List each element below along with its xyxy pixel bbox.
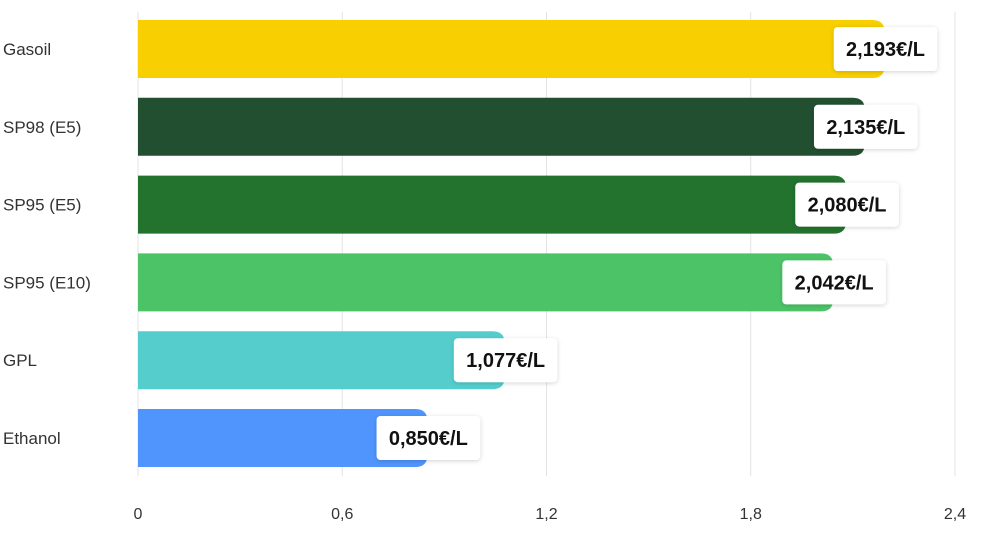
- value-label-box: [453, 338, 558, 383]
- value-label: 1,077€/L: [453, 338, 558, 383]
- value-label-text: 1,077€/L: [466, 350, 545, 372]
- bar: [138, 409, 428, 467]
- value-label-box: [833, 27, 938, 71]
- value-label: 2,042€/L: [782, 260, 886, 305]
- value-label-box: [795, 182, 899, 227]
- category-axis: Gasoil SP98 (E5) SP95 (E5) SP95 (E10) GPL Eth…: [3, 40, 91, 448]
- value-label-box: [813, 104, 918, 149]
- x-tick-label: 0,6: [331, 506, 353, 523]
- grid-layer: [137, 12, 956, 476]
- value-label: 2,193€/L: [833, 27, 938, 71]
- x-tick-label: 0: [134, 506, 143, 523]
- category-label: Ethanol: [3, 429, 61, 448]
- category-label: Gasoil: [3, 40, 51, 59]
- value-label-box: [782, 260, 886, 305]
- value-axis: 0 0,6 1,2 1,8 2,4: [134, 506, 967, 523]
- category-label: SP95 (E5): [3, 196, 81, 215]
- value-label-text: 2,135€/L: [826, 117, 905, 139]
- value-label: 0,850€/L: [376, 416, 481, 460]
- bar-layer: [138, 20, 885, 467]
- value-label: 2,080€/L: [795, 182, 899, 227]
- value-label: 2,135€/L: [813, 104, 918, 149]
- value-label-text: 2,193€/L: [846, 39, 925, 61]
- value-label-text: 2,080€/L: [808, 195, 887, 217]
- value-label-text: 2,042€/L: [795, 272, 874, 294]
- bar: [138, 253, 834, 312]
- bar: [138, 175, 847, 234]
- x-tick-label: 2,4: [944, 506, 966, 523]
- bar: [138, 331, 505, 390]
- value-label-text: 0,850€/L: [389, 428, 468, 450]
- category-label: GPL: [3, 351, 37, 370]
- bar: [138, 20, 885, 78]
- x-tick-label: 1,2: [535, 506, 557, 523]
- value-label-box: [376, 416, 481, 460]
- category-label: SP95 (E10): [3, 273, 91, 292]
- category-label: SP98 (E5): [3, 118, 81, 137]
- value-labels: 2,193€/L 2,135€/L 2,080€/L 2,042€/L 1,077€/L…: [376, 27, 938, 460]
- x-tick-label: 1,8: [740, 506, 762, 523]
- bar: [138, 97, 865, 156]
